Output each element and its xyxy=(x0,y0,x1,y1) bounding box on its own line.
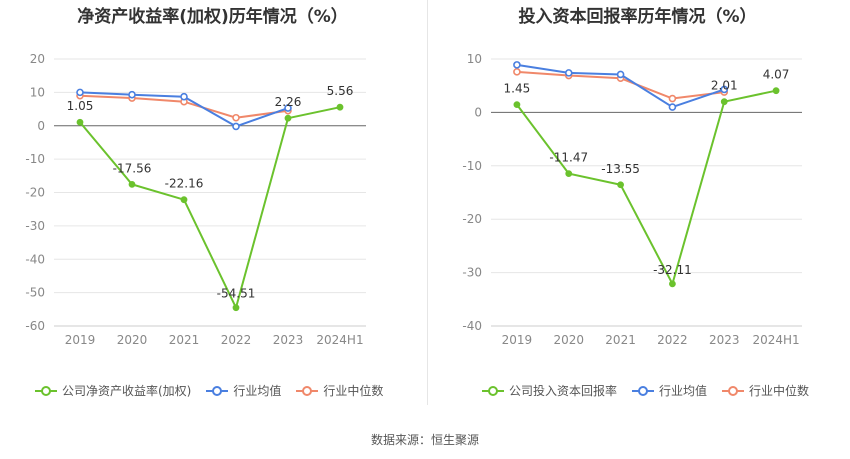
y-tick-label: 0 xyxy=(37,119,45,133)
x-tick-label: 2021 xyxy=(169,333,200,347)
legend-item-company-roic[interactable]: 公司投入资本回报率 xyxy=(481,382,617,399)
y-tick-label: -40 xyxy=(25,252,45,266)
data-point xyxy=(720,85,729,94)
x-tick-label: 2024H1 xyxy=(752,333,799,347)
legend-label: 公司投入资本回报率 xyxy=(509,384,618,398)
line-marker-icon xyxy=(482,385,504,396)
data-label: 2.26 xyxy=(275,95,302,109)
x-tick-label: 2024H1 xyxy=(316,333,363,347)
legend-item-company-roe[interactable]: 公司净资产收益率(加权) xyxy=(34,382,191,399)
x-tick-label: 2022 xyxy=(221,333,252,347)
data-point xyxy=(284,104,292,112)
data-point xyxy=(232,113,240,122)
x-tick-label: 2023 xyxy=(273,333,304,347)
data-point xyxy=(617,181,624,189)
data-point xyxy=(720,98,728,106)
y-tick-label: -20 xyxy=(462,212,482,226)
line-marker-icon xyxy=(35,385,57,396)
y-tick-label: 20 xyxy=(30,52,45,66)
data-point xyxy=(564,69,573,77)
legend-item-industry-avg[interactable]: 行业均值 xyxy=(205,382,281,399)
x-tick-label: 2021 xyxy=(605,333,636,347)
series-line-0 xyxy=(79,106,341,311)
y-tick-label: -60 xyxy=(25,319,45,333)
line-marker-icon xyxy=(296,385,319,396)
y-tick-label: -20 xyxy=(25,186,45,200)
chart-title-roic: 投入资本回报率历年情况（%） xyxy=(518,7,757,27)
data-point xyxy=(513,68,521,76)
x-tick-label: 2020 xyxy=(117,333,148,347)
y-tick-label: -10 xyxy=(25,152,45,166)
x-tick-label: 2022 xyxy=(657,333,688,347)
line-marker-icon xyxy=(722,385,745,396)
y-tick-label: -30 xyxy=(462,266,482,280)
data-point xyxy=(284,114,292,122)
data-point xyxy=(565,170,573,178)
x-tick-label: 2019 xyxy=(502,333,533,347)
data-point xyxy=(180,196,188,204)
legend-label: 公司净资产收益率(加权) xyxy=(62,384,192,398)
y-tick-label: -10 xyxy=(462,159,482,173)
data-label: 4.07 xyxy=(763,68,790,82)
data-point xyxy=(669,280,676,288)
data-point xyxy=(668,103,677,111)
y-tick-label: 0 xyxy=(474,105,482,119)
data-point xyxy=(513,61,521,69)
y-tick-label: 10 xyxy=(30,85,45,99)
legend-item-industry-median[interactable]: 行业中位数 xyxy=(721,382,809,399)
data-label: 5.56 xyxy=(327,84,354,98)
data-label: -22.16 xyxy=(165,177,204,191)
legend-label: 行业均值 xyxy=(233,384,282,398)
panel-divider xyxy=(427,0,428,405)
source-note: 数据来源：恒生聚源 xyxy=(370,433,479,447)
data-label: -11.47 xyxy=(549,151,588,165)
x-tick-label: 2020 xyxy=(553,333,584,347)
data-point xyxy=(128,180,136,188)
data-point xyxy=(232,122,240,131)
data-label: -32.11 xyxy=(653,263,692,277)
roe-legend: 公司净资产收益率(加权) 行业均值 行业中位数 xyxy=(34,382,397,399)
y-tick-label: -50 xyxy=(25,286,45,300)
series-line-0 xyxy=(516,89,777,287)
legend-item-industry-avg[interactable]: 行业均值 xyxy=(631,382,707,399)
legend-label: 行业中位数 xyxy=(323,384,384,398)
legend-label: 行业均值 xyxy=(659,384,708,398)
data-point xyxy=(616,70,625,79)
chart-title-roe: 净资产收益率(加权)历年情况（%） xyxy=(77,7,348,27)
data-label: -54.51 xyxy=(217,287,256,301)
x-tick-label: 2023 xyxy=(709,333,740,347)
legend-label: 行业中位数 xyxy=(749,384,810,398)
legend-item-industry-median[interactable]: 行业中位数 xyxy=(295,382,383,399)
data-point xyxy=(336,103,344,111)
roe-chart: 20 10 0 -10 -20 -30 -40 -50 -60 2019 2020 2021 2022 2… xyxy=(25,52,366,347)
data-point xyxy=(513,101,521,109)
data-point xyxy=(180,92,188,101)
data-point xyxy=(668,94,677,103)
data-point xyxy=(128,90,136,99)
roic-legend: 公司投入资本回报率 行业均值 行业中位数 xyxy=(481,382,823,399)
data-point xyxy=(772,87,780,95)
x-tick-label: 2019 xyxy=(65,333,96,347)
line-marker-icon xyxy=(632,385,655,396)
data-point xyxy=(232,304,240,312)
data-label: -13.55 xyxy=(601,162,640,176)
y-tick-label: 10 xyxy=(467,52,482,66)
data-label: -17.56 xyxy=(113,161,152,175)
y-tick-label: -40 xyxy=(462,319,482,333)
data-label: 2.01 xyxy=(711,79,738,93)
y-tick-label: -30 xyxy=(25,219,45,233)
data-label: 1.05 xyxy=(67,99,94,113)
data-point xyxy=(76,118,84,126)
line-marker-icon xyxy=(206,385,229,396)
data-label: 1.45 xyxy=(504,82,531,96)
data-point xyxy=(76,88,84,97)
roic-chart: 10 0 -10 -20 -30 -40 2019 2020 2021 2022 2023 2024H… xyxy=(462,52,802,347)
